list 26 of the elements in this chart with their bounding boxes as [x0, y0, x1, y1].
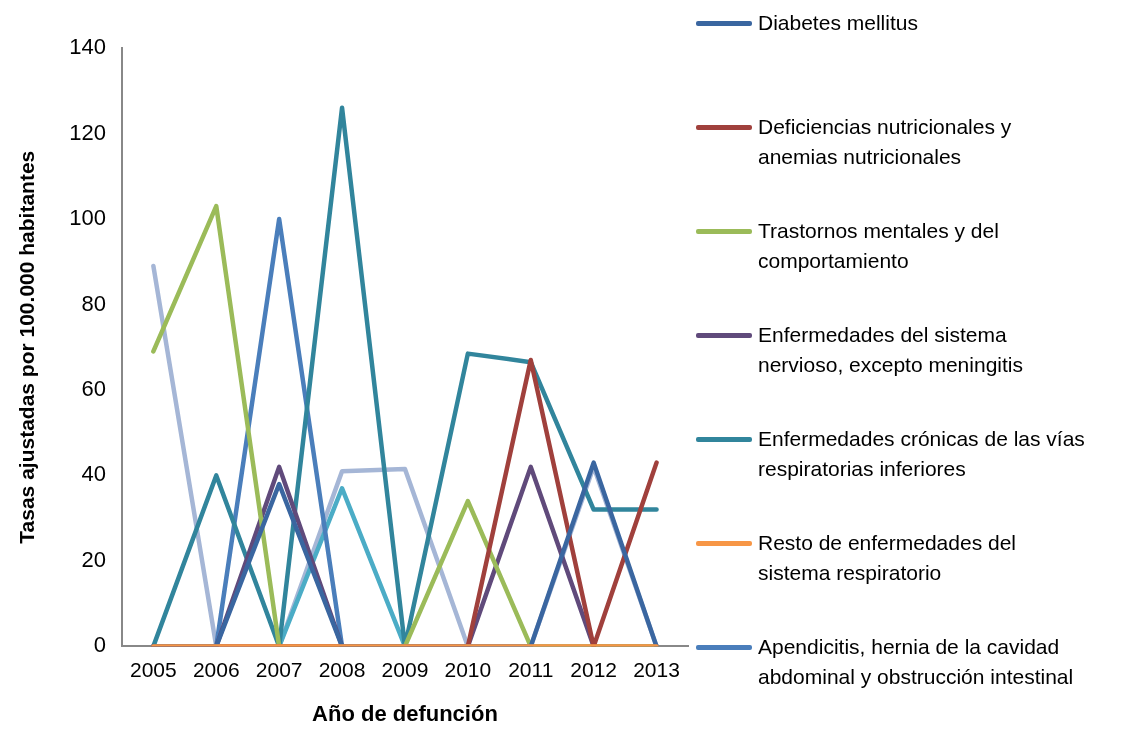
y-tick-label: 120 — [69, 119, 106, 145]
y-tick-label: 20 — [81, 546, 106, 572]
legend-label: Enfermedades crónicas de las vías respiratorias inferiores — [758, 426, 1086, 482]
y-tick-label: 80 — [81, 290, 106, 316]
x-tick-label: 2011 — [508, 657, 554, 681]
y-tick-label: 40 — [81, 461, 106, 487]
x-tick-label: 2005 — [130, 657, 177, 681]
x-tick-label: 2010 — [444, 657, 492, 681]
y-tick-label: 140 — [69, 34, 106, 60]
legend-label: Apendicitis, hernia de la cavidad abdominal y obstrucción intestinal — [758, 634, 1075, 690]
x-tick-label: 2009 — [381, 657, 429, 681]
x-tick-label: 2006 — [192, 657, 240, 681]
x-tick-label: 2013 — [633, 657, 680, 681]
x-axis-title: Año de defunción — [312, 700, 498, 726]
legend-label: Enfermedades del sistema nervioso, excepto meningitis — [758, 322, 1024, 378]
legend-label: Deficiencias nutricionales y anemias nutricionales — [758, 114, 1013, 170]
y-tick-label: 60 — [81, 376, 106, 402]
y-axis-title: Tasas ajustadas por 100.000 habitantes — [15, 150, 39, 544]
x-tick-label: 2008 — [318, 657, 366, 681]
legend-label: Trastornos mentales y del comportamiento — [758, 218, 1000, 274]
x-tick-label: 2012 — [570, 657, 618, 681]
legend-label: Diabetes mellitus — [758, 10, 919, 36]
y-tick-label: 0 — [93, 632, 106, 658]
x-tick-label: 2007 — [255, 657, 303, 681]
legend-label: Resto de enfermedades del sistema respiratorio — [758, 530, 1017, 586]
y-tick-label: 100 — [69, 205, 106, 231]
